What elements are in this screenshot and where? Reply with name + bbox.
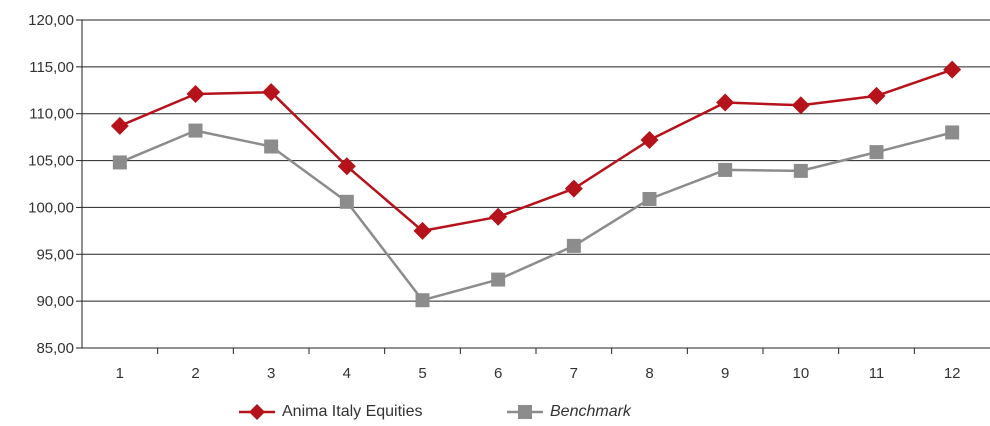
data-point-diamond — [791, 96, 810, 115]
y-tick-label: 85,00 — [36, 340, 74, 357]
x-tick-label: 11 — [869, 365, 885, 382]
x-tick-label: 5 — [418, 365, 426, 382]
data-point-square — [793, 163, 808, 178]
data-point-square — [945, 125, 960, 140]
x-tick-label: 4 — [343, 365, 351, 382]
data-point-diamond — [186, 85, 205, 104]
y-tick-label: 95,00 — [36, 246, 74, 263]
y-tick-label: 115,00 — [29, 59, 74, 76]
x-tick-label: 12 — [944, 365, 961, 382]
y-tick-label: 105,00 — [28, 153, 74, 170]
data-point-square — [718, 162, 733, 177]
data-point-square — [869, 145, 884, 160]
x-tick-label: 6 — [494, 365, 502, 382]
series-line-anima-italy-equities — [119, 68, 953, 233]
legend-swatch-diamond-icon — [239, 404, 275, 420]
data-point-diamond — [640, 130, 659, 149]
x-tick-label: 10 — [792, 365, 809, 382]
gridlines — [82, 19, 990, 302]
data-point-square — [264, 139, 279, 154]
legend-item-anima-italy-equities: Anima Italy Equities — [238, 402, 423, 422]
y-tick-label: 120,00 — [28, 12, 74, 29]
x-tick-label: 2 — [191, 365, 199, 382]
y-tick-label: 90,00 — [36, 293, 74, 310]
legend: Anima Italy Equities Benchmark — [0, 400, 990, 426]
data-point-diamond — [337, 157, 356, 176]
legend-label: Benchmark — [550, 403, 631, 420]
data-point-square — [566, 238, 581, 253]
data-point-diamond — [110, 116, 129, 135]
legend-swatch-square-icon — [507, 405, 543, 419]
data-point-diamond — [867, 86, 886, 105]
legend-item-benchmark: Benchmark — [506, 402, 631, 422]
x-tick-label: 7 — [570, 365, 578, 382]
x-tick-label: 9 — [721, 365, 729, 382]
series-markers — [110, 60, 962, 308]
y-tick-label: 110,00 — [29, 106, 74, 123]
data-point-diamond — [716, 93, 735, 112]
x-tick-label: 8 — [645, 365, 653, 382]
y-tick-label: 100,00 — [28, 199, 74, 216]
data-point-diamond — [489, 207, 508, 226]
data-point-square — [491, 272, 506, 287]
data-point-diamond — [943, 60, 962, 79]
data-point-square — [339, 194, 354, 209]
line-chart-plot: 85,00 90,00 95,00 100,00 105,00 110,00 115,00 1… — [28, 12, 990, 382]
data-point-diamond — [413, 221, 432, 240]
data-point-square — [415, 293, 430, 308]
series-lines — [119, 68, 953, 302]
x-tick-label: 1 — [116, 365, 124, 382]
x-tick-label: 3 — [267, 365, 275, 382]
data-point-diamond — [564, 179, 583, 198]
data-point-diamond — [262, 83, 281, 102]
data-point-square — [188, 123, 203, 138]
axes: 85,00 90,00 95,00 100,00 105,00 110,00 115,00 1… — [28, 12, 990, 382]
data-point-square — [112, 155, 127, 170]
data-point-square — [642, 191, 657, 206]
series-line-benchmark — [119, 129, 953, 302]
legend-label: Anima Italy Equities — [282, 403, 423, 420]
